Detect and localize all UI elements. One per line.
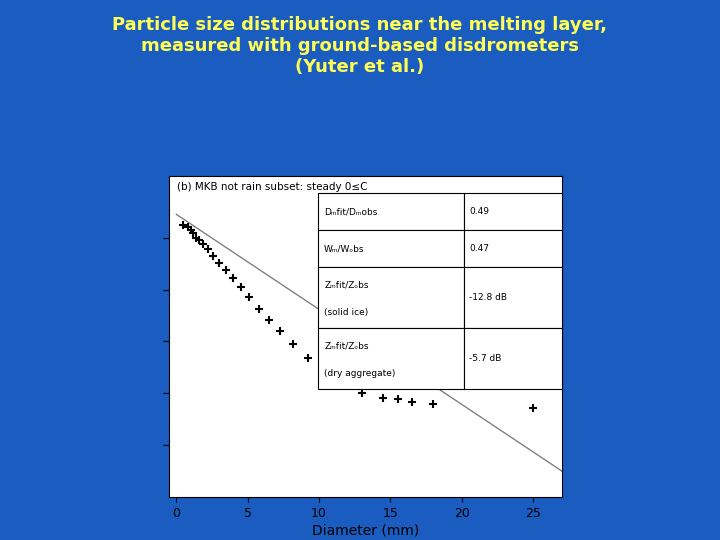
X-axis label: Diameter (mm): Diameter (mm) bbox=[312, 524, 419, 538]
Bar bbox=[464, 267, 562, 328]
Text: (b) MKB not rain subset: steady 0≤C: (b) MKB not rain subset: steady 0≤C bbox=[177, 182, 367, 192]
Bar bbox=[318, 193, 464, 230]
Text: 0.47: 0.47 bbox=[469, 244, 490, 253]
Text: 0.49: 0.49 bbox=[469, 207, 490, 216]
Text: Wₘ/Wₒbs: Wₘ/Wₒbs bbox=[324, 244, 365, 253]
Text: -12.8 dB: -12.8 dB bbox=[469, 293, 508, 302]
Bar bbox=[318, 267, 464, 328]
Text: (dry aggregate): (dry aggregate) bbox=[324, 369, 395, 379]
Bar bbox=[318, 328, 464, 389]
Text: Dₘfit/Dₘobs: Dₘfit/Dₘobs bbox=[324, 207, 377, 216]
Text: Zₘfit/Zₒbs: Zₘfit/Zₒbs bbox=[324, 281, 369, 290]
Text: -5.7 dB: -5.7 dB bbox=[469, 354, 502, 363]
Bar bbox=[464, 230, 562, 267]
Text: Particle size distributions near the melting layer,
measured with ground-based d: Particle size distributions near the mel… bbox=[112, 16, 608, 76]
Text: (solid ice): (solid ice) bbox=[324, 308, 369, 318]
Bar bbox=[464, 328, 562, 389]
Bar bbox=[464, 193, 562, 230]
Bar bbox=[318, 230, 464, 267]
Text: Zₘfit/Zₒbs: Zₘfit/Zₒbs bbox=[324, 342, 369, 351]
